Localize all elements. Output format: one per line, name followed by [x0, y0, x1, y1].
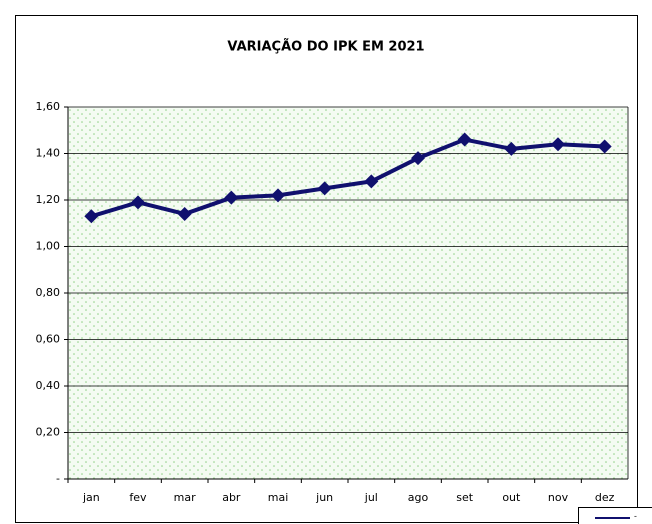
y-tick-label: 1,00	[36, 240, 61, 253]
x-tick-label: abr	[222, 491, 241, 504]
data-point	[84, 209, 99, 224]
y-tick-label: 1,60	[36, 100, 61, 113]
y-tick-label: 0,80	[36, 286, 61, 299]
x-tick-label: fev	[129, 491, 147, 504]
x-tick-label: jul	[364, 491, 378, 504]
series-line	[90, 137, 605, 219]
data-point	[457, 132, 472, 147]
x-tick-label: jun	[315, 491, 333, 504]
data-point	[411, 151, 425, 166]
data-point	[597, 139, 612, 154]
data-point	[131, 195, 145, 210]
legend-label: -	[634, 512, 637, 521]
x-tick-label: nov	[548, 491, 569, 504]
x-tick-label: ago	[408, 491, 429, 504]
x-tick-label: jan	[82, 491, 100, 504]
y-tick-label: 1,20	[36, 193, 61, 206]
y-tick-label: 0,60	[36, 333, 61, 346]
data-point	[364, 174, 379, 189]
y-tick-label: -	[56, 472, 60, 485]
x-tick-label: set	[456, 491, 473, 504]
x-tick-label: mai	[268, 491, 289, 504]
y-tick-label: 0,20	[36, 426, 61, 439]
chart-title: VARIAÇÃO DO IPK EM 2021	[227, 39, 424, 55]
data-point	[271, 188, 285, 203]
x-tick-label: mar	[174, 491, 196, 504]
x-tick-label: out	[502, 491, 521, 504]
x-tick-label: dez	[595, 491, 615, 504]
data-point	[504, 141, 519, 156]
data-point	[177, 206, 192, 221]
data-point	[317, 181, 332, 196]
y-tick-label: 1,40	[36, 147, 61, 160]
y-tick-label: 0,40	[36, 379, 61, 392]
data-point	[551, 137, 565, 152]
data-point	[224, 190, 239, 205]
legend-box	[578, 507, 652, 524]
